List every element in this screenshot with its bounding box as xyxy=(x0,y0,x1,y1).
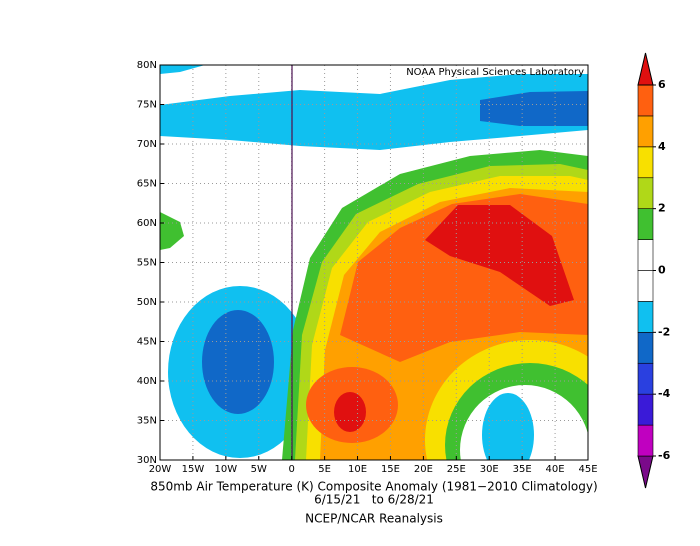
y-tick-label: 65N xyxy=(137,179,157,190)
x-tick-label: 0 xyxy=(289,464,295,475)
caption-dates: 6/15/21 to 6/28/21 xyxy=(314,493,434,507)
y-tick-label: 50N xyxy=(137,297,157,308)
colorbar-segment xyxy=(637,84,654,117)
x-tick-label: 25E xyxy=(447,464,466,475)
x-tick-label: 5E xyxy=(318,464,331,475)
x-tick-label: 5W xyxy=(251,464,267,475)
x-tick-label: 20W xyxy=(149,464,172,475)
colorbar-label: 6 xyxy=(658,78,666,91)
x-tick-label: 40E xyxy=(546,464,565,475)
colorbar-segment xyxy=(637,208,654,240)
y-tick-label: 55N xyxy=(137,258,157,269)
x-tick-label: 35E xyxy=(513,464,532,475)
y-tick-label: 75N xyxy=(137,100,157,111)
colorbar-triangle xyxy=(637,52,654,86)
colorbar-label: -6 xyxy=(658,449,671,462)
colorbar-segment xyxy=(637,239,654,271)
colorbar-label: 4 xyxy=(658,140,666,153)
colorbar-label: -4 xyxy=(658,387,671,400)
colorbar-segment xyxy=(637,362,654,395)
colorbar-segment xyxy=(637,115,654,148)
y-tick-label: 35N xyxy=(137,416,157,427)
x-tick-label: 15W xyxy=(182,464,205,475)
x-tick-label: 45E xyxy=(578,464,597,475)
colorbar-segment xyxy=(637,332,654,364)
x-tick-label: 10W xyxy=(215,464,238,475)
x-tick-label: 30E xyxy=(480,464,499,475)
colorbar-segment xyxy=(637,301,654,333)
colorbar-triangle xyxy=(637,455,654,489)
y-tick-label: 70N xyxy=(137,139,157,150)
colorbar-segment xyxy=(637,393,654,426)
y-tick-label: 60N xyxy=(137,218,157,229)
x-tick-label: 15E xyxy=(381,464,400,475)
colorbar-segment xyxy=(637,270,654,302)
colorbar-label: -2 xyxy=(658,325,670,338)
colorbar-label: 0 xyxy=(658,264,666,277)
colorbar-segment xyxy=(637,424,654,457)
colorbar-segment xyxy=(637,177,654,209)
caption-source: NCEP/NCAR Reanalysis xyxy=(305,512,443,526)
y-tick-label: 45N xyxy=(137,337,157,348)
y-tick-label: 30N xyxy=(137,455,157,466)
x-tick-label: 10E xyxy=(348,464,367,475)
caption-title: 850mb Air Temperature (K) Composite Anom… xyxy=(150,480,597,494)
colorbar-segment xyxy=(637,146,654,179)
credit: NOAA Physical Sciences Laboratory xyxy=(406,67,584,78)
colorbar: -6 -4 -2 0 2 4 6 xyxy=(637,52,671,489)
colorbar-label: 2 xyxy=(658,202,666,215)
anomaly-field xyxy=(160,65,588,460)
y-tick-label: 80N xyxy=(137,60,157,71)
x-tick-label: 20E xyxy=(414,464,433,475)
y-tick-label: 40N xyxy=(137,376,157,387)
